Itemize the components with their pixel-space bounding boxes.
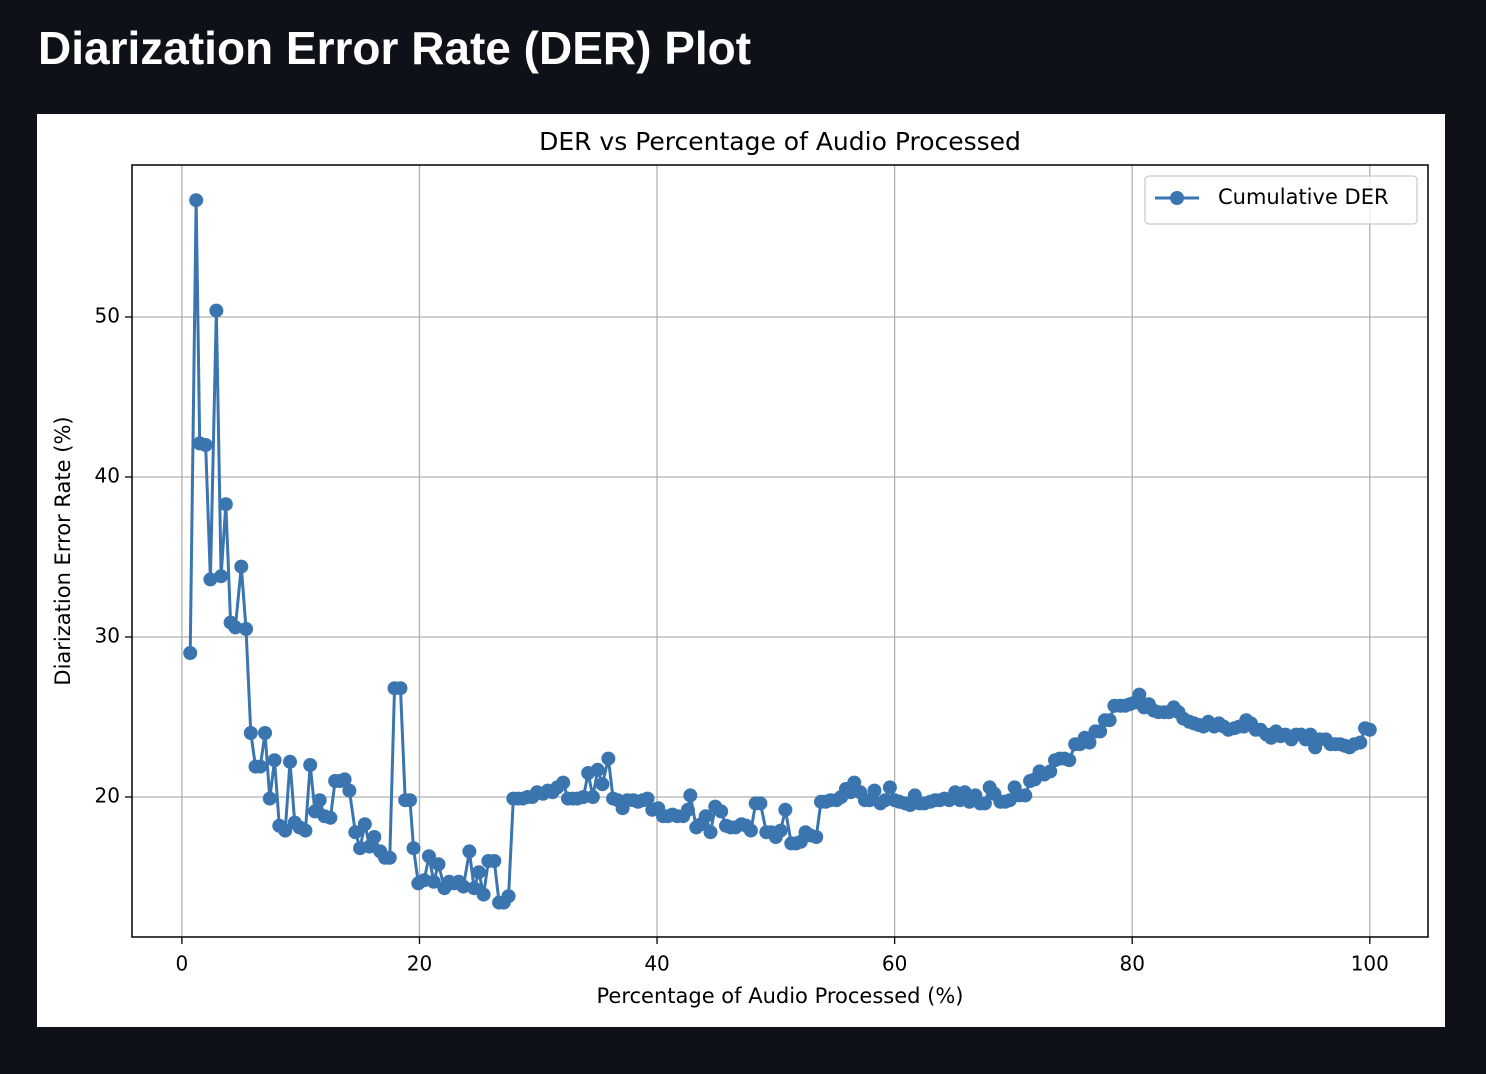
data-point bbox=[703, 825, 718, 840]
data-point bbox=[183, 646, 198, 660]
data-point bbox=[431, 857, 446, 872]
data-point bbox=[214, 569, 229, 584]
data-point bbox=[262, 791, 277, 806]
x-tick-label: 100 bbox=[1351, 952, 1389, 976]
data-point bbox=[471, 865, 486, 880]
data-point bbox=[278, 823, 293, 838]
data-point bbox=[357, 817, 372, 832]
data-point bbox=[239, 622, 254, 636]
x-tick-label: 20 bbox=[407, 952, 432, 976]
data-point bbox=[228, 620, 243, 635]
data-point bbox=[342, 783, 357, 798]
plot-frame bbox=[131, 164, 1429, 938]
data-point bbox=[1362, 722, 1377, 737]
page-title: Diarization Error Rate (DER) Plot bbox=[38, 22, 751, 74]
data-point bbox=[323, 810, 338, 825]
x-tick-label: 80 bbox=[1119, 952, 1144, 976]
data-point bbox=[303, 758, 318, 772]
data-point bbox=[1353, 735, 1368, 750]
data-point bbox=[243, 726, 258, 740]
data-point bbox=[402, 793, 417, 808]
data-point bbox=[753, 796, 768, 811]
data-point bbox=[234, 559, 249, 574]
data-point bbox=[640, 791, 655, 806]
data-point bbox=[367, 830, 382, 844]
data-point bbox=[267, 753, 282, 768]
data-point bbox=[680, 802, 695, 817]
data-point bbox=[867, 783, 882, 798]
data-point bbox=[595, 777, 610, 792]
y-tick-label: 30 bbox=[95, 624, 120, 648]
data-point bbox=[683, 788, 698, 803]
x-axis-label: Percentage of Audio Processed (%) bbox=[596, 984, 963, 1008]
data-point bbox=[556, 775, 571, 790]
legend-box bbox=[1144, 175, 1418, 225]
data-point bbox=[406, 841, 421, 856]
data-point bbox=[1082, 735, 1097, 750]
data-point bbox=[501, 889, 516, 904]
data-point bbox=[421, 849, 436, 864]
y-axis-label: Diarization Error Rate (%) bbox=[51, 416, 75, 685]
data-point bbox=[209, 303, 224, 318]
data-point bbox=[253, 759, 268, 774]
data-point bbox=[590, 762, 605, 777]
data-point bbox=[977, 796, 992, 811]
data-point bbox=[393, 681, 408, 696]
data-point bbox=[1018, 788, 1033, 803]
data-point bbox=[382, 850, 397, 865]
data-point bbox=[809, 830, 824, 844]
data-point bbox=[312, 793, 327, 808]
data-point bbox=[337, 772, 352, 787]
data-point bbox=[698, 809, 713, 824]
data-point bbox=[1132, 687, 1147, 702]
data-point bbox=[203, 572, 218, 587]
x-tick-label: 40 bbox=[644, 952, 669, 976]
data-point bbox=[426, 874, 441, 889]
data-point bbox=[601, 751, 616, 766]
data-point bbox=[462, 844, 477, 859]
data-point bbox=[882, 780, 897, 795]
data-point bbox=[714, 804, 729, 819]
data-point bbox=[1062, 753, 1077, 768]
data-point bbox=[476, 887, 491, 902]
data-point bbox=[1093, 724, 1108, 739]
data-point bbox=[487, 854, 502, 868]
legend-marker bbox=[1170, 191, 1184, 205]
data-point bbox=[218, 497, 233, 512]
data-point bbox=[585, 790, 600, 804]
figure-background bbox=[37, 114, 1445, 1027]
data-point bbox=[258, 726, 273, 740]
data-point bbox=[1102, 713, 1117, 728]
data-point bbox=[348, 825, 363, 840]
y-tick-label: 40 bbox=[95, 464, 120, 488]
y-tick-label: 50 bbox=[95, 304, 120, 328]
data-point bbox=[773, 823, 788, 838]
data-point bbox=[743, 823, 758, 838]
data-point bbox=[298, 823, 313, 838]
data-point bbox=[198, 438, 213, 452]
data-point bbox=[1043, 764, 1058, 779]
data-point bbox=[282, 754, 297, 769]
data-point bbox=[778, 802, 793, 817]
x-tick-label: 60 bbox=[882, 952, 907, 976]
chart-title: DER vs Percentage of Audio Processed bbox=[539, 127, 1021, 156]
y-tick-label: 20 bbox=[95, 784, 120, 808]
legend-label: Cumulative DER bbox=[1218, 185, 1389, 209]
data-point bbox=[189, 193, 204, 208]
x-tick-label: 0 bbox=[176, 952, 189, 976]
data-point bbox=[456, 879, 471, 894]
